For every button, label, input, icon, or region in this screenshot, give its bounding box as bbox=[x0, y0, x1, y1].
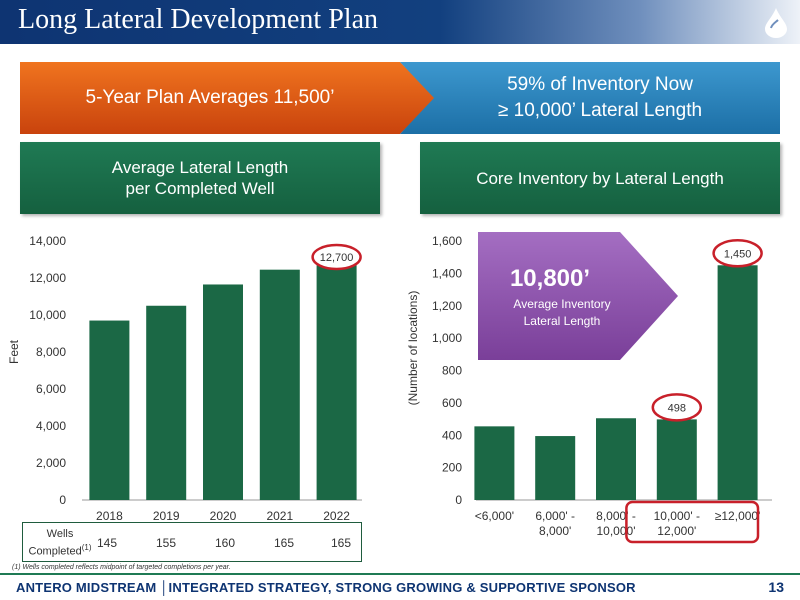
wells-value: 160 bbox=[214, 536, 236, 550]
x-tick-label: 2020 bbox=[210, 509, 237, 523]
bar bbox=[535, 436, 576, 500]
wells-value: 145 bbox=[96, 536, 118, 550]
wells-completed-label: Wells Completed(1) bbox=[27, 527, 93, 559]
x-tick-label: 2018 bbox=[96, 509, 123, 523]
wells-completed-table: Wells Completed(1) 145 155 160 165 165 bbox=[22, 522, 362, 562]
bar bbox=[596, 418, 636, 500]
callout-label-line1: Average Inventory bbox=[513, 297, 610, 311]
right-chart-header: Core Inventory by Lateral Length bbox=[420, 142, 780, 214]
data-label: 12,700 bbox=[320, 252, 354, 264]
bar bbox=[474, 426, 515, 500]
orange-banner-text: 5-Year Plan Averages 11,500’ bbox=[85, 87, 335, 108]
x-tick-label: 8,000' bbox=[539, 524, 571, 538]
footnote: (1) Wells completed reflects midpoint of… bbox=[12, 564, 231, 571]
y-tick-label: 0 bbox=[455, 493, 462, 507]
y-tick-label: 1,000 bbox=[432, 331, 462, 345]
y-tick-label: 0 bbox=[59, 493, 66, 507]
y-tick-label: 2,000 bbox=[36, 456, 66, 470]
y-tick-label: 800 bbox=[442, 364, 462, 378]
highlight-circle bbox=[651, 393, 703, 422]
y-axis-title: (Number of locations) bbox=[406, 291, 420, 406]
wells-label-line2: Completed bbox=[28, 545, 82, 558]
page-number: 13 bbox=[768, 579, 784, 595]
y-tick-label: 6,000 bbox=[36, 382, 66, 396]
blue-banner-text: 59% of Inventory Now ≥ 10,000’ Lateral L… bbox=[432, 72, 768, 124]
x-tick-label: 10,000' - bbox=[654, 509, 700, 523]
y-tick-label: 14,000 bbox=[29, 234, 66, 248]
bar bbox=[259, 269, 300, 500]
highlight-circle bbox=[712, 239, 763, 268]
wells-value: 165 bbox=[330, 536, 352, 550]
blue-banner bbox=[400, 62, 780, 134]
y-tick-label: 600 bbox=[442, 396, 462, 410]
y-tick-label: 12,000 bbox=[29, 271, 66, 285]
x-tick-label: 12,000' bbox=[657, 524, 696, 538]
x-tick-label: 2022 bbox=[323, 509, 350, 523]
y-tick-label: 200 bbox=[442, 461, 462, 475]
blue-banner-line2: ≥ 10,000’ Lateral Length bbox=[497, 100, 703, 121]
highlight-box bbox=[625, 500, 760, 544]
x-tick-label: 2019 bbox=[153, 509, 180, 523]
orange-banner bbox=[20, 62, 436, 134]
wells-value: 165 bbox=[273, 536, 295, 550]
right-header-text: Core Inventory by Lateral Length bbox=[476, 168, 724, 188]
y-tick-label: 4,000 bbox=[36, 419, 66, 433]
y-tick-label: 8,000 bbox=[36, 345, 66, 359]
wells-label-line1: Wells bbox=[46, 528, 74, 540]
left-chart-header: Average Lateral Length per Completed Wel… bbox=[20, 142, 380, 214]
left-header-line2: per Completed Well bbox=[125, 179, 275, 198]
bar bbox=[146, 305, 187, 500]
highlight-circle bbox=[311, 243, 362, 271]
footer-text: ANTERO MIDSTREAM │INTEGRATED STRATEGY, S… bbox=[16, 580, 636, 595]
bar bbox=[203, 284, 243, 500]
callout-arrow: 10,800’ Average Inventory Lateral Length bbox=[478, 232, 678, 360]
bar bbox=[316, 265, 357, 500]
x-tick-label: 8,000' - bbox=[596, 509, 636, 523]
header-bar: Long Lateral Development Plan bbox=[0, 0, 800, 44]
left-header-line1: Average Lateral Length bbox=[111, 158, 289, 177]
bar bbox=[717, 265, 758, 500]
page-title: Long Lateral Development Plan bbox=[18, 4, 378, 35]
x-tick-label: <6,000' bbox=[475, 509, 514, 523]
water-drop-logo-icon bbox=[765, 8, 787, 38]
y-tick-label: 10,000 bbox=[29, 308, 66, 322]
x-tick-label: 6,000' - bbox=[535, 509, 575, 523]
data-label: 1,450 bbox=[724, 248, 752, 260]
y-tick-label: 1,600 bbox=[432, 234, 462, 248]
x-tick-label: ≥12,000' bbox=[715, 509, 761, 523]
wells-value: 155 bbox=[155, 536, 177, 550]
y-tick-label: 1,200 bbox=[432, 299, 462, 313]
wells-label-footnote-ref: (1) bbox=[81, 543, 92, 552]
x-tick-label: 10,000' bbox=[597, 524, 636, 538]
data-label: 498 bbox=[668, 402, 686, 414]
callout-shape bbox=[478, 232, 678, 360]
callout-value: 10,800’ bbox=[510, 265, 590, 292]
x-tick-label: 2021 bbox=[266, 509, 293, 523]
bar bbox=[89, 320, 130, 500]
y-axis-title: Feet bbox=[7, 339, 21, 364]
footer-divider bbox=[0, 573, 800, 575]
blue-banner-line1: 59% of Inventory Now bbox=[507, 74, 693, 95]
y-tick-label: 400 bbox=[442, 428, 462, 442]
callout-label-line2: Lateral Length bbox=[524, 314, 601, 328]
y-tick-label: 1,400 bbox=[432, 266, 462, 280]
bar bbox=[656, 419, 697, 500]
